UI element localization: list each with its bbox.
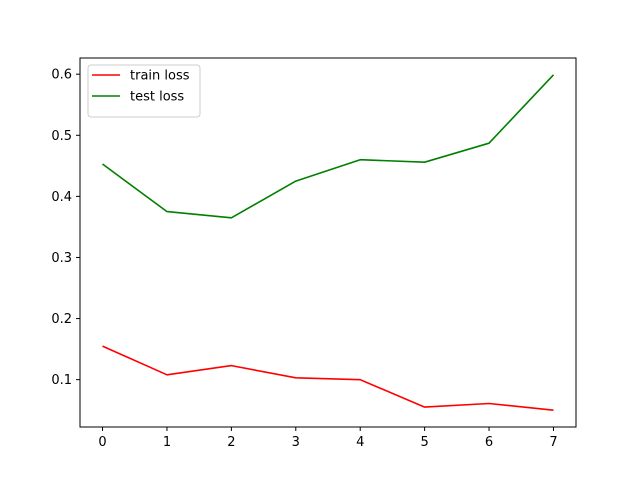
x-tick-label: 5: [420, 435, 428, 450]
legend-box: [87, 64, 201, 118]
x-tick-label: 1: [163, 435, 171, 450]
x-tick-label: 4: [356, 435, 364, 450]
y-axis-ticks: 0.1 0.2 0.3 0.4 0.5 0.6: [51, 68, 80, 388]
x-tick-label: 6: [485, 435, 493, 450]
x-tick-label: 3: [292, 435, 300, 450]
plot-frame: [79, 57, 577, 428]
y-tick-label: 0.3: [51, 251, 72, 266]
legend-label-test-loss: test loss: [130, 90, 184, 105]
y-tick-label: 0.5: [51, 129, 72, 144]
train-loss-line: [102, 345, 554, 411]
y-tick-label: 0.2: [51, 312, 72, 327]
y-tick-label: 0.4: [51, 190, 72, 205]
x-tick-label: 7: [549, 435, 557, 450]
test-loss-line: [102, 74, 555, 219]
x-tick-label: 2: [227, 435, 235, 450]
legend: train loss test loss: [87, 64, 201, 118]
x-tick-label: 0: [98, 435, 106, 450]
series-lines: [102, 74, 555, 411]
y-tick-label: 0.6: [51, 68, 72, 83]
x-axis-ticks: 0 1 2 3 4 5 6 7: [98, 427, 558, 450]
y-tick-label: 0.1: [51, 373, 72, 388]
legend-label-train-loss: train loss: [130, 69, 190, 84]
